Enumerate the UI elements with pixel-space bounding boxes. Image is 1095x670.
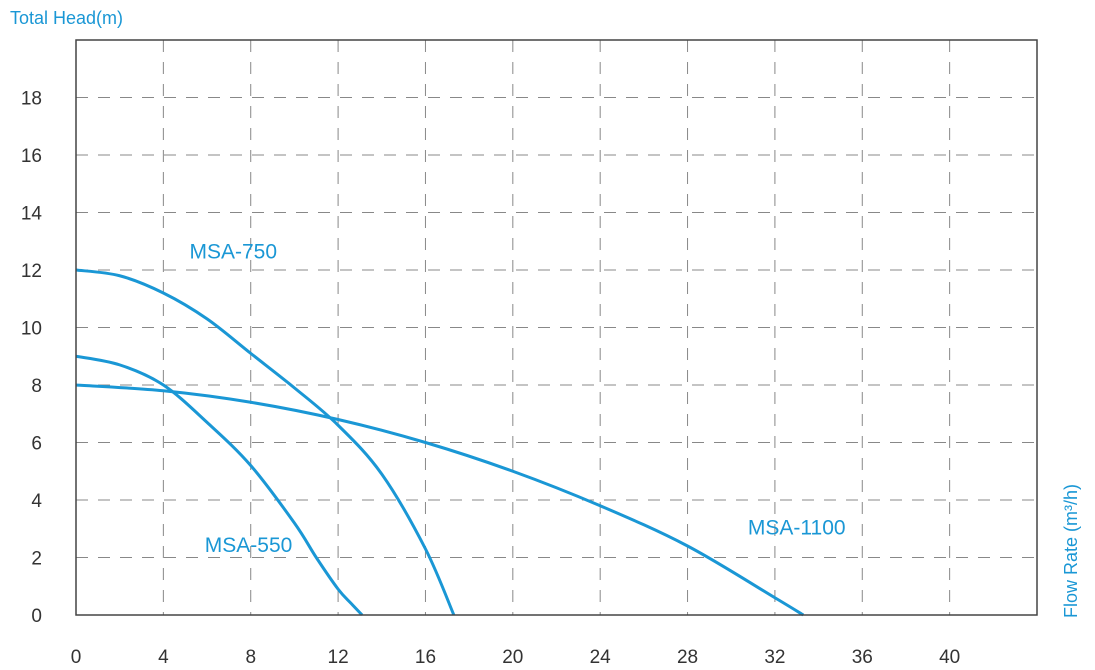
x-tick-labels: 0 4 8 12 16 20 24 28 32 36 40: [71, 647, 960, 668]
x-tick-label: 32: [764, 647, 785, 668]
series-curves: [75, 268, 805, 617]
y-tick-label: 18: [21, 89, 42, 110]
series-label-msa-550: MSA-550: [205, 534, 293, 557]
y-tick-label: 4: [31, 491, 42, 512]
x-tick-label: 24: [590, 647, 612, 668]
series-label-msa-750: MSA-750: [189, 241, 277, 264]
y-tick-label: 10: [21, 319, 42, 340]
x-tick-label: 20: [502, 647, 523, 668]
y-tick-labels: 0 2 4 6 8 10 12 14 16 18: [21, 89, 43, 628]
series-curve-msa-750: [75, 268, 456, 616]
x-axis-title: Flow Rate (m³/h): [1061, 484, 1081, 618]
y-axis-title: Total Head(m): [10, 8, 123, 28]
grid-lines: [76, 40, 1037, 615]
series-label-msa-1100: MSA-1100: [748, 517, 846, 540]
x-tick-label: 28: [677, 647, 698, 668]
x-tick-label: 8: [245, 647, 256, 668]
series-curve-msa-550: [75, 354, 364, 617]
series-curve-msa-1100: [75, 383, 805, 617]
x-tick-label: 4: [158, 647, 169, 668]
plot-frame: [75, 39, 1038, 616]
y-tick-label: 16: [21, 146, 42, 167]
y-tick-label: 8: [31, 376, 42, 397]
x-tick-label: 16: [415, 647, 436, 668]
x-tick-label: 40: [939, 647, 960, 668]
y-tick-label: 0: [31, 606, 42, 627]
series-labels: MSA-550 MSA-750 MSA-1100: [189, 241, 845, 557]
y-tick-label: 14: [21, 204, 43, 225]
x-tick-label: 12: [328, 647, 349, 668]
x-tick-label: 0: [71, 647, 82, 668]
y-tick-label: 12: [21, 261, 42, 282]
y-tick-label: 6: [31, 434, 42, 455]
x-tick-label: 36: [852, 647, 873, 668]
y-tick-label: 2: [31, 549, 42, 570]
